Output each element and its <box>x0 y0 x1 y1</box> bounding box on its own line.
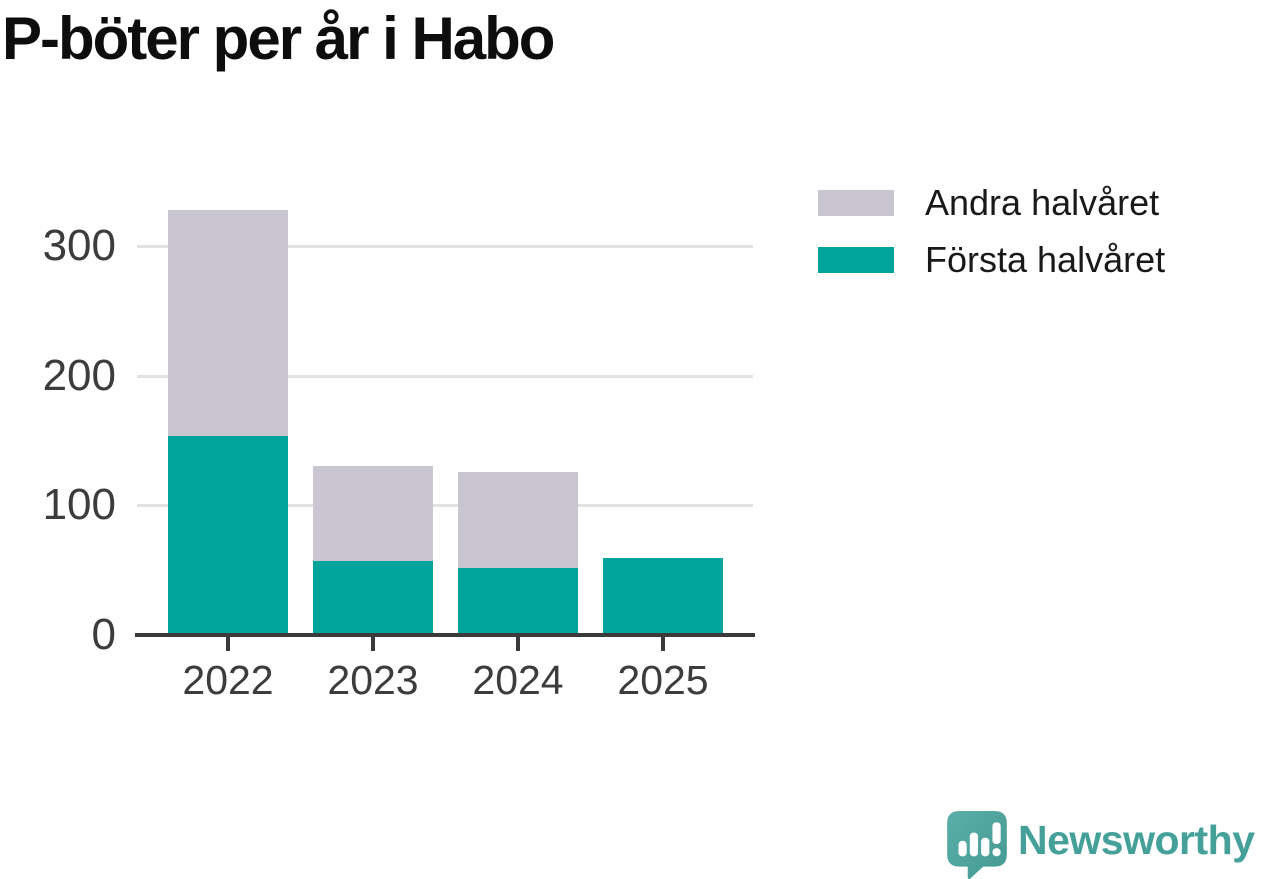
newsworthy-logo-icon <box>947 811 1007 879</box>
gridline-200 <box>137 375 753 378</box>
legend-item-forsta-halvaret: Första halvåret <box>818 239 1166 280</box>
bar-segment-andra-halvaret-2023 <box>313 466 433 561</box>
legend-label-andra-halvaret: Andra halvåret <box>925 182 1160 223</box>
x-tick-label-2022: 2022 <box>182 657 274 703</box>
legend-swatch-andra-halvaret-icon <box>818 190 894 216</box>
bar-segment-forsta-halvaret-2024 <box>458 568 578 635</box>
legend-swatch-forsta-halvaret-icon <box>818 247 894 273</box>
y-tick-label-100: 100 <box>42 480 116 529</box>
x-tick-label-2024: 2024 <box>472 657 564 703</box>
x-tick-2023 <box>371 637 375 651</box>
y-tick-label-300: 300 <box>42 221 116 270</box>
y-tick-label-0: 0 <box>91 610 116 659</box>
gridline-100 <box>137 504 753 507</box>
x-tick-2024 <box>516 637 520 651</box>
x-axis-line <box>135 633 755 637</box>
gridline-300 <box>137 245 753 248</box>
bar-segment-forsta-halvaret-2025 <box>603 558 723 635</box>
legend: Andra halvåret Första halvåret <box>818 182 1166 280</box>
legend-item-andra-halvaret: Andra halvåret <box>818 182 1165 223</box>
bar-segment-andra-halvaret-2022 <box>168 210 288 436</box>
legend-label-forsta-halvaret: Första halvåret <box>925 239 1166 280</box>
bar-segment-andra-halvaret-2024 <box>458 472 578 568</box>
bar-segment-forsta-halvaret-2022 <box>168 435 288 635</box>
x-tick-label-2025: 2025 <box>617 657 709 703</box>
newsworthy-wordmark: Newsworthy <box>1018 817 1255 863</box>
y-tick-label-200: 200 <box>42 351 116 400</box>
x-tick-label-2023: 2023 <box>327 657 419 703</box>
x-tick-2022 <box>226 637 230 651</box>
bar-segment-forsta-halvaret-2023 <box>313 561 433 635</box>
chart-title: P-böter per år i Habo <box>2 5 555 72</box>
x-tick-2025 <box>661 637 665 651</box>
